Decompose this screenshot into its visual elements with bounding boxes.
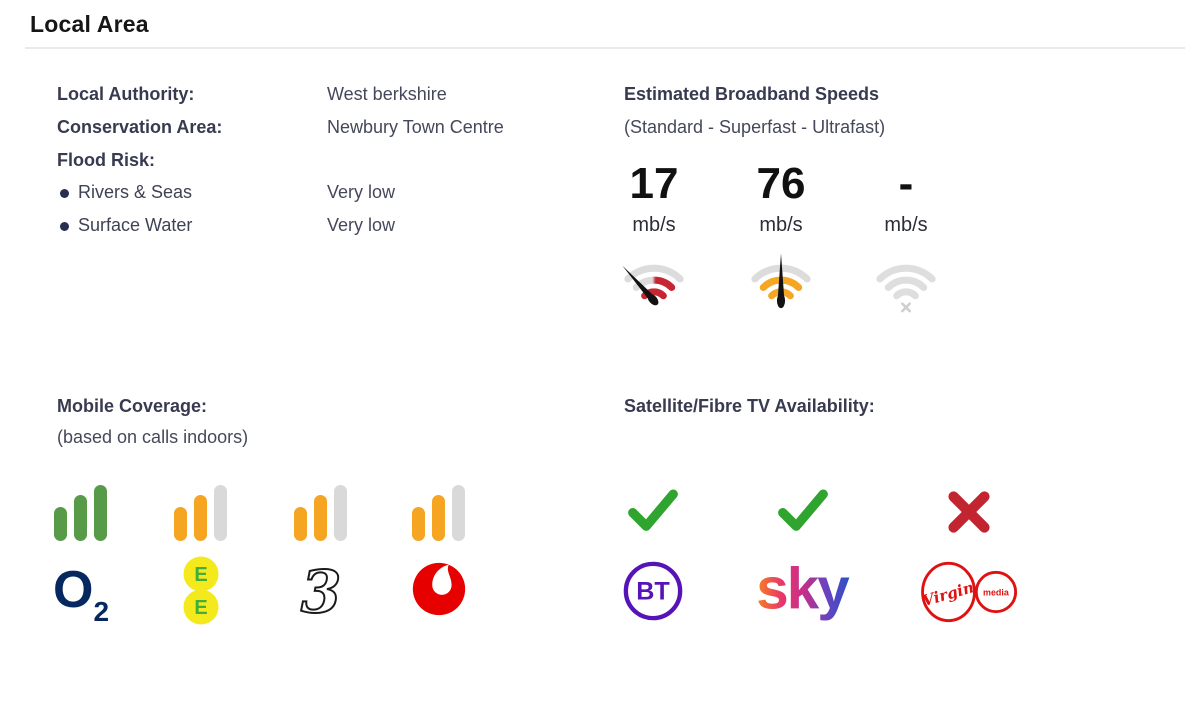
title-divider [25,47,1185,49]
vodafone-logo [412,562,466,616]
svg-text:sky: sky [756,556,850,621]
surface-water-label: Surface Water [78,215,193,235]
rivers-seas-label: Rivers & Seas [78,182,193,202]
bt-logo: BT [623,561,683,621]
conservation-area-value: Newbury Town Centre [327,117,504,137]
bullet-icon [60,189,69,198]
info-row-conservation-area: Conservation Area: Newbury Town Centre [57,117,504,141]
speed-gauge-fast-icon [751,253,811,309]
signal-bars-ee-icon [174,485,227,541]
svg-text:media: media [983,588,1010,598]
virgin-unavailable-x-icon [948,491,990,533]
o2-logo: O2 [52,561,110,627]
page-title: Local Area [30,11,149,37]
mobile-coverage-heading: Mobile Coverage: [57,396,208,416]
sky-logo: sky [756,556,852,621]
surface-water-value: Very low [327,215,396,235]
svg-text:BT: BT [636,578,670,606]
speed-gauge-slow-icon [622,264,684,306]
svg-text:E: E [194,597,207,619]
speed-ultrafast: - mb/s [868,162,944,237]
gauge-needle [776,253,786,309]
signal-bars-vodafone-icon [412,485,465,541]
speed-standard: 17 mb/s [616,162,692,237]
local-authority-value: West berkshire [327,84,447,104]
speed-ultrafast-value: - [898,159,914,208]
speed-superfast: 76 mb/s [743,162,819,237]
svg-text:E: E [194,564,207,586]
tv-availability-heading: Satellite/Fibre TV Availability: [624,396,875,416]
info-row-flood-risk: Flood Risk: [57,150,155,174]
flood-risk-label: Flood Risk: [57,150,155,170]
unavailable-x-mark [901,302,911,313]
speed-gauge-unavailable-icon [876,264,936,313]
gauge-needle [622,265,659,306]
broadband-subheading: (Standard - Superfast - Ultrafast) [624,117,886,137]
local-authority-label: Local Authority: [57,84,195,104]
signal-bars-o2-icon [54,485,107,541]
svg-text:Virgin: Virgin [920,578,976,610]
conservation-area-label: Conservation Area: [57,117,223,137]
info-row-rivers-seas: Rivers & Seas Very low [57,182,395,206]
info-row-local-authority: Local Authority: West berkshire [57,84,447,108]
speed-ultrafast-unit: mb/s [884,214,928,236]
virgin-media-logo: Virgin media [920,561,1018,623]
broadband-heading: Estimated Broadband Speeds [624,84,880,104]
mobile-coverage-subheading: (based on calls indoors) [57,427,249,447]
bullet-icon [60,222,69,231]
ee-logo: E E [183,556,219,625]
rivers-seas-value: Very low [327,182,396,202]
sky-available-check-icon [778,489,828,531]
speed-standard-value: 17 [629,159,679,208]
info-row-surface-water: Surface Water Very low [57,215,395,239]
three-logo: 3 [300,557,342,626]
speed-superfast-value: 76 [756,159,806,208]
speed-superfast-unit: mb/s [759,214,803,236]
speed-standard-unit: mb/s [632,214,676,236]
svg-text:3: 3 [301,558,341,626]
bt-available-check-icon [628,489,678,531]
signal-bars-three-icon [294,485,347,541]
